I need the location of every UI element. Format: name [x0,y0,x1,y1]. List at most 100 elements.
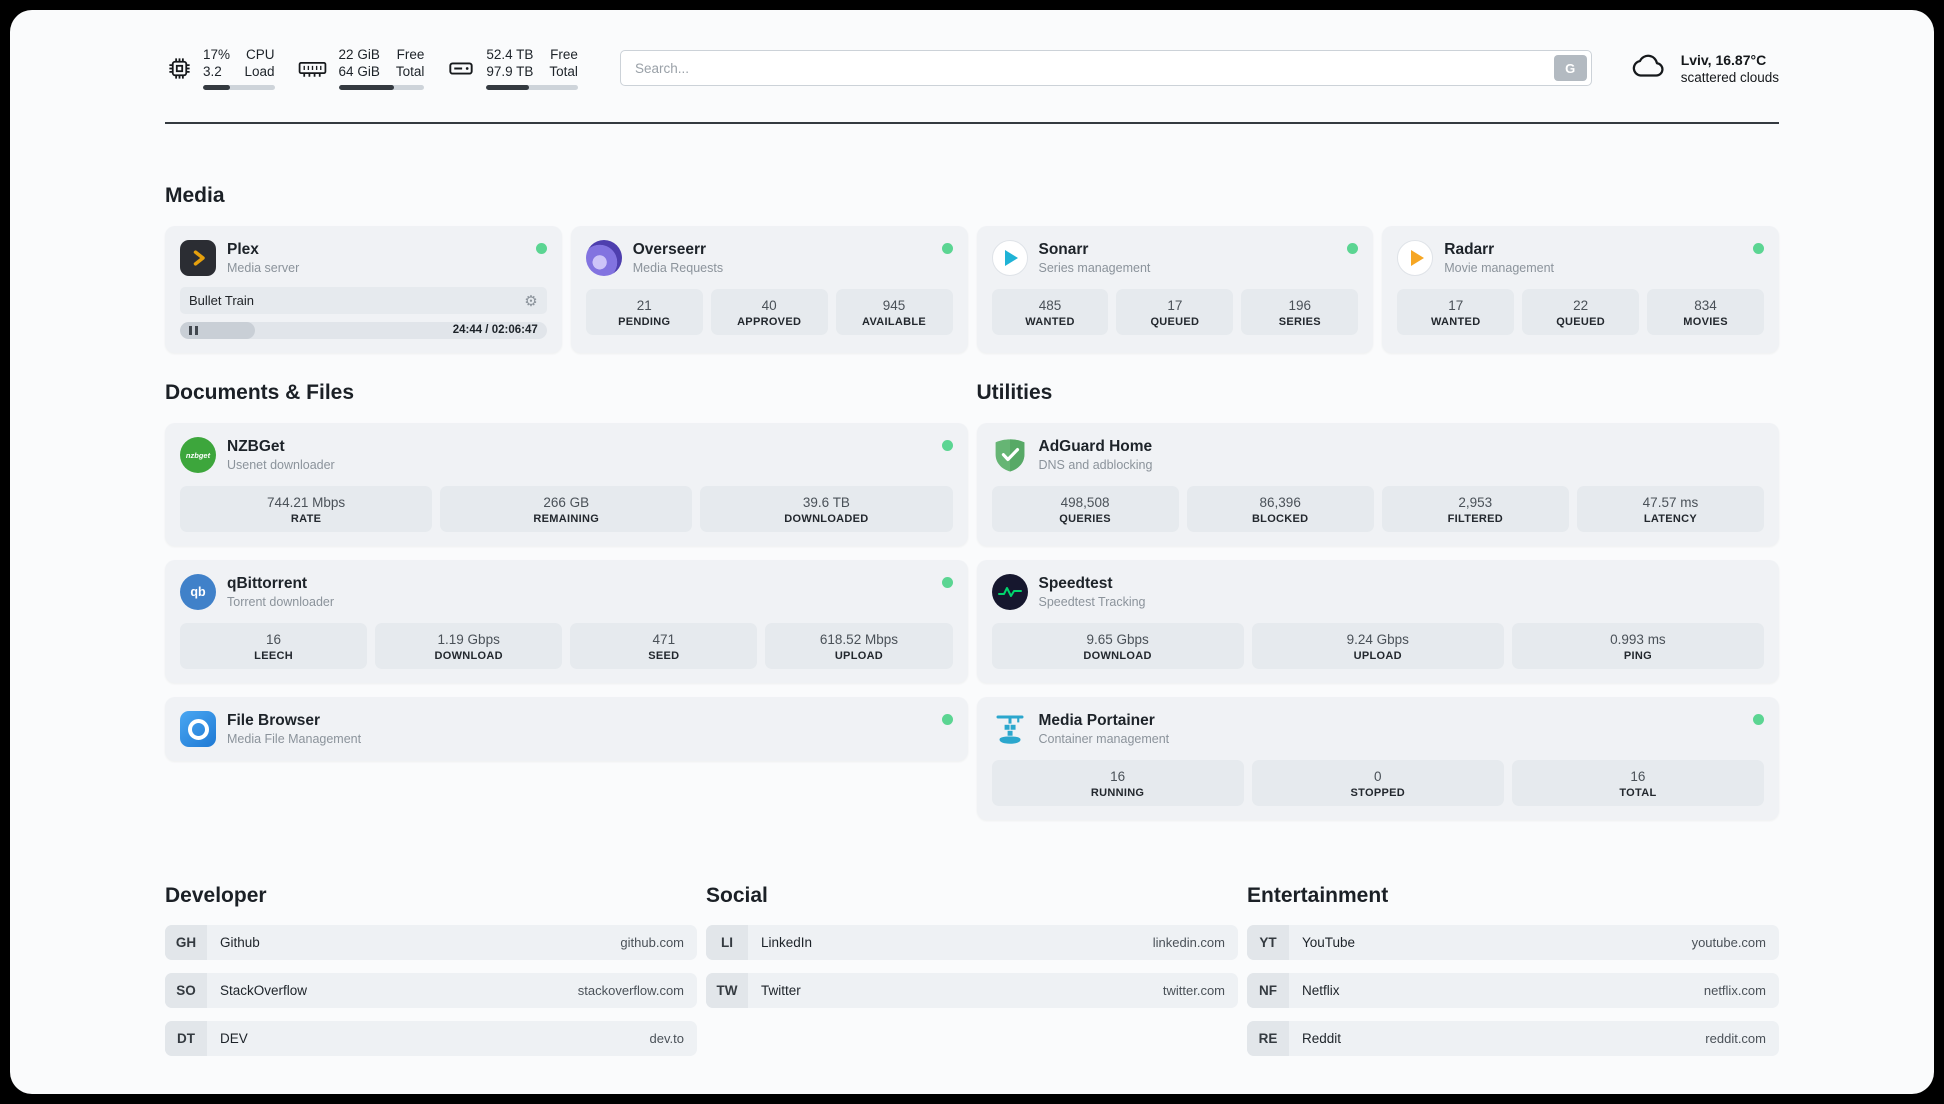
stat-box: 16 RUNNING [991,760,1244,806]
bookmark-youtube[interactable]: YT YouTube youtube.com [1247,925,1779,960]
stat-box: 40 APPROVED [710,289,828,335]
overseerr-card[interactable]: Overseerr Media Requests 21 PENDING 40 APP… [570,226,968,353]
status-dot [941,440,953,451]
playback-progress-bar[interactable]: 24:44 / 02:06:47 [180,322,547,339]
stat-label: RUNNING [1090,787,1145,799]
stat-label: REMAINING [533,513,600,525]
speedtest-card[interactable]: Speedtest Speedtest Tracking 9.65 Gbps DO… [976,560,1779,683]
qbittorrent-card[interactable]: qb qBittorrent Torrent downloader 16 LEEC… [165,560,968,683]
cpu-icon [165,50,193,86]
search-engine-button[interactable]: G [1553,55,1587,81]
bookmark-dev[interactable]: DT DEV dev.to [165,1021,697,1056]
app-name: Sonarr [1038,241,1089,258]
adguard-card[interactable]: AdGuard Home DNS and adblocking 498,508 Q… [976,423,1779,546]
search-input[interactable] [619,50,1592,86]
stat-value: 0 [1374,769,1382,784]
app-subtitle: Usenet downloader [227,458,335,472]
stat-label: MOVIES [1683,316,1728,328]
plex-now-playing: Bullet Train ⚙ 24:44 / 02:06:47 [180,287,547,339]
app-subtitle: Speedtest Tracking [1038,595,1146,609]
bookmark-twitter[interactable]: TW Twitter twitter.com [706,973,1238,1008]
stat-box: 17 QUEUED [1116,289,1234,335]
stat-value: 0.993 ms [1610,632,1666,647]
gear-icon[interactable]: ⚙ [524,292,538,310]
stat-label: SEED [648,650,680,662]
bookmark-github[interactable]: GH Github github.com [165,925,697,960]
bookmark-url: netflix.com [1703,983,1766,998]
developer-column: Developer GH Github github.com SO StackO… [165,882,697,1069]
bookmark-netflix[interactable]: NF Netflix netflix.com [1247,973,1779,1008]
documents-section-title: Documents & Files [165,381,355,404]
radarr-card[interactable]: Radarr Movie management 17 WANTED 22 QUEUE… [1382,226,1779,353]
bookmark-stackoverflow[interactable]: SO StackOverflow stackoverflow.com [165,973,697,1008]
stat-value: 1.19 Gbps [437,632,500,647]
social-column: Social LI LinkedIn linkedin.com TW Twitt… [706,882,1238,1069]
bookmark-abbr: GH [165,925,207,960]
disk-total-label: Total [549,64,578,79]
cpu-widget: 17% CPU 3.2 Load [165,46,275,90]
disk-free-value: 52.4 TB [486,47,534,62]
disk-progress-bar [486,85,578,90]
stat-value: 16 [1110,769,1126,784]
stat-box: 17 WANTED [1397,289,1515,335]
stat-value: 266 GB [543,495,590,510]
stat-label: DOWNLOADED [784,513,869,525]
speedtest-icon [991,574,1028,610]
bookmark-linkedin[interactable]: LI LinkedIn linkedin.com [706,925,1238,960]
bookmark-url: reddit.com [1705,1031,1766,1046]
plex-card[interactable]: Plex Media server Bullet Train ⚙ 24:44 /… [165,226,562,353]
stat-label: WANTED [1025,316,1075,328]
stat-box: 47.57 ms LATENCY [1576,486,1764,532]
stat-label: SERIES [1278,316,1321,328]
stat-label: TOTAL [1619,787,1657,799]
stat-box: 9.24 Gbps UPLOAD [1251,623,1504,669]
stat-box: 2,953 FILTERED [1381,486,1569,532]
bookmark-abbr: SO [165,973,207,1008]
bookmark-reddit[interactable]: RE Reddit reddit.com [1247,1021,1779,1056]
utilities-column: Utilities AdGuard Home DNS and adblockin… [976,379,1779,820]
status-dot [941,243,953,254]
developer-section-title: Developer [165,884,267,907]
playback-time: 24:44 / 02:06:47 [452,324,538,336]
bookmark-name: DEV [220,1031,248,1046]
stat-box: 0.993 ms PING [1511,623,1765,669]
now-playing-title: Bullet Train [189,293,255,308]
sonarr-card[interactable]: Sonarr Series management 485 WANTED 17 QUE… [976,226,1374,353]
stat-box: 86,396 BLOCKED [1186,486,1374,532]
stat-value: 498,508 [1060,495,1110,510]
stat-box: 16 LEECH [180,623,368,669]
adguard-icon [992,437,1028,473]
social-section-title: Social [706,884,768,907]
app-subtitle: Media File Management [227,732,362,746]
stat-box: 945 AVAILABLE [835,289,953,335]
filebrowser-card[interactable]: File Browser Media File Management [165,697,968,761]
stat-label: QUEUED [1556,316,1606,328]
stat-box: 196 SERIES [1241,289,1359,335]
app-subtitle: Media Requests [632,261,724,275]
entertainment-column: Entertainment YT YouTube youtube.com NF … [1247,882,1779,1069]
status-dot [941,577,953,588]
portainer-card[interactable]: Media Portainer Container management 16 R… [976,697,1779,820]
bookmark-url: youtube.com [1691,935,1766,950]
pause-icon[interactable] [189,326,198,335]
documents-column: Documents & Files nzbget NZBGet Usenet d… [165,379,968,820]
top-bar: 17% CPU 3.2 Load 22 GiB Free 64 GiB Total [165,46,1779,90]
stat-box: 1.19 Gbps DOWNLOAD [375,623,563,669]
stat-value: 16 [266,632,282,647]
stat-value: 485 [1038,298,1062,313]
stat-value: 834 [1694,298,1717,313]
cpu-label: CPU [246,47,275,62]
stat-label: PENDING [618,316,671,328]
bookmark-url: stackoverflow.com [577,983,684,998]
utilities-section-title: Utilities [976,381,1053,404]
bookmark-url: github.com [620,935,684,950]
bookmark-name: Netflix [1302,983,1340,998]
stat-label: PING [1623,650,1652,662]
stat-label: DOWNLOAD [434,650,503,662]
nzbget-card[interactable]: nzbget NZBGet Usenet downloader 744.21 M… [165,423,968,546]
plex-icon [180,240,216,276]
stat-value: 86,396 [1259,495,1301,510]
bookmark-abbr: LI [706,925,748,960]
ram-total-value: 64 GiB [338,64,380,79]
ram-progress-bar [338,85,425,90]
